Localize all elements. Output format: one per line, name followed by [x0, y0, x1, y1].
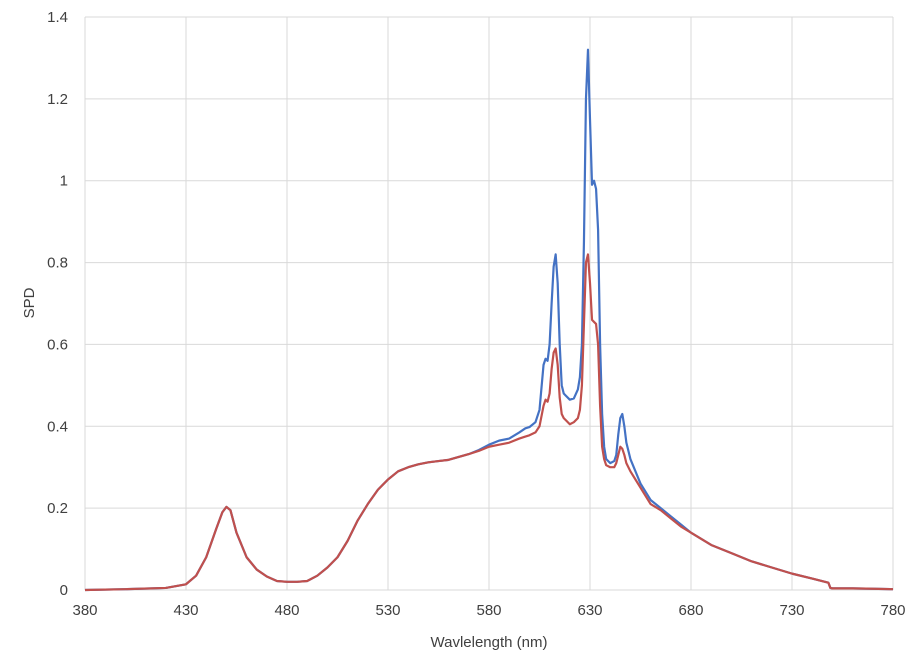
x-tick-label: 380: [72, 602, 97, 619]
series-layer: [84, 48, 894, 592]
x-tick-labels: 380 430 480 530 580 630 680 730 780: [72, 602, 905, 619]
x-tick-label: 630: [577, 602, 602, 619]
x-tick-label: 580: [476, 602, 501, 619]
y-tick-label: 1: [60, 173, 68, 190]
horizontal-gridlines: [85, 16, 893, 591]
x-axis-title: Wavlelength (nm): [431, 634, 548, 651]
x-tick-label: 430: [173, 602, 198, 619]
y-tick-label: 1.2: [47, 91, 68, 108]
y-tick-label: 0.8: [47, 255, 68, 272]
x-tick-label: 530: [375, 602, 400, 619]
y-tick-label: 0.4: [47, 418, 68, 435]
series-line-2: [84, 253, 894, 592]
y-tick-label: 0.2: [47, 500, 68, 517]
y-tick-label: 0: [60, 582, 68, 599]
x-tick-label: 730: [779, 602, 804, 619]
y-axis-title: SPD: [21, 287, 38, 318]
x-tick-label: 780: [880, 602, 905, 619]
y-tick-label: 1.4: [47, 9, 68, 26]
y-tick-labels: 0 0.2 0.4 0.6 0.8 1 1.2 1.4: [47, 9, 68, 599]
vertical-gridlines: [84, 17, 894, 590]
x-tick-label: 480: [274, 602, 299, 619]
y-tick-label: 0.6: [47, 336, 68, 353]
x-tick-label: 680: [678, 602, 703, 619]
